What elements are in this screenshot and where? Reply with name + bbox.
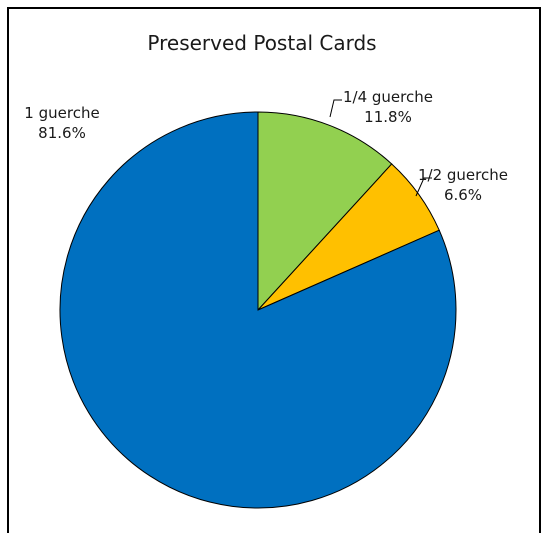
chart-title: Preserved Postal Cards [147, 31, 376, 55]
slice-percent-label: 6.6% [444, 186, 482, 204]
leader-line [415, 177, 432, 197]
slice-percent-label: 81.6% [38, 124, 86, 142]
pie-labels: 1/4 guerche 11.8% 1/2 guerche 6.6% 1 guerche… [24, 88, 508, 204]
slice-label: 1/4 guerche [343, 88, 433, 106]
leader-line [329, 99, 342, 118]
pie-slice-1-guerche [59, 111, 457, 509]
pie-slice-1-4-guerche [257, 111, 393, 312]
slice-label: 1 guerche [24, 104, 99, 122]
slice-percent-label: 11.8% [364, 108, 412, 126]
pie-slices [59, 111, 457, 509]
slice-label: 1/2 guerche [418, 166, 508, 184]
chart-border [7, 7, 541, 533]
